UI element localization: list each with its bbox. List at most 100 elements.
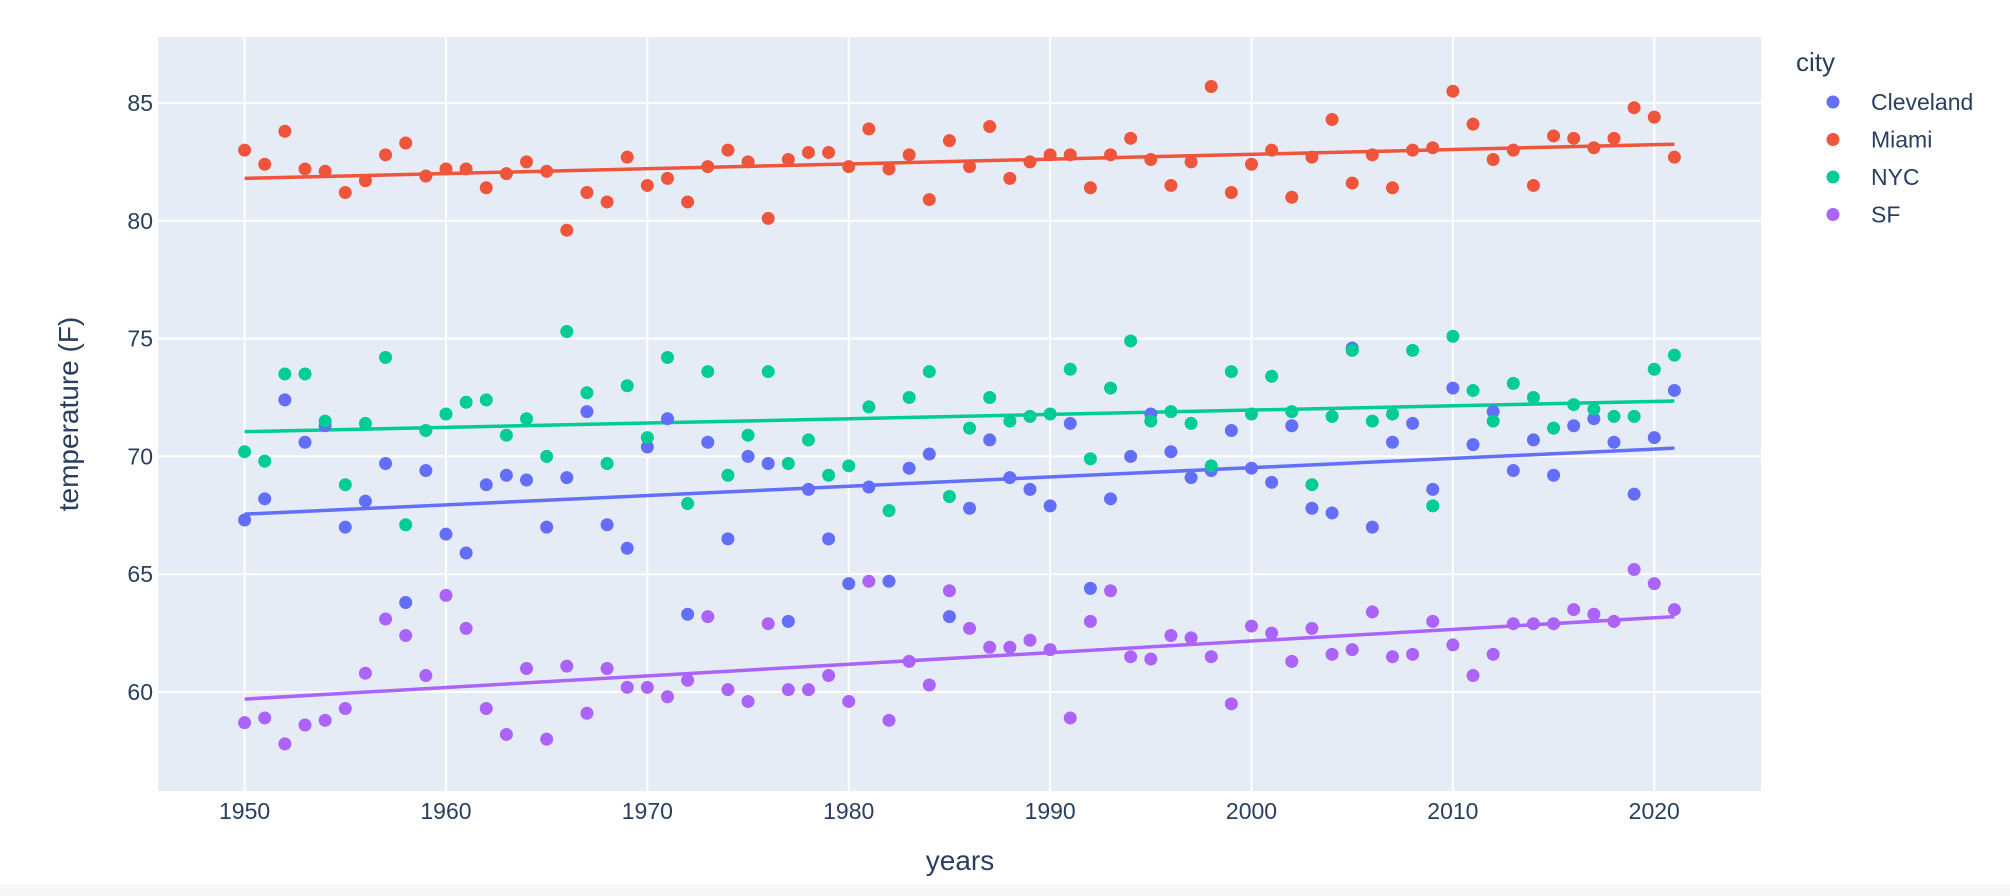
point-nyc xyxy=(822,468,836,482)
point-sf xyxy=(681,673,695,687)
legend-marker-nyc xyxy=(1826,170,1840,184)
y-tick-label: 85 xyxy=(127,90,153,116)
point-miami xyxy=(1144,153,1158,167)
point-sf xyxy=(1204,650,1218,664)
y-tick-label: 65 xyxy=(127,561,153,587)
point-cleveland xyxy=(1325,506,1339,520)
point-cleveland xyxy=(1104,492,1118,506)
point-nyc xyxy=(942,489,956,503)
point-nyc xyxy=(862,400,876,414)
point-miami xyxy=(1627,101,1641,115)
point-cleveland xyxy=(1466,438,1480,452)
point-sf xyxy=(1365,605,1379,619)
point-sf xyxy=(1224,697,1238,711)
point-nyc xyxy=(238,445,252,459)
point-sf xyxy=(620,680,634,694)
point-miami xyxy=(338,186,352,200)
point-miami xyxy=(1647,110,1661,124)
point-miami xyxy=(842,160,856,174)
point-miami xyxy=(761,211,775,225)
x-tick-label: 1970 xyxy=(622,798,673,824)
point-nyc xyxy=(902,391,916,405)
point-miami xyxy=(600,195,614,209)
point-miami xyxy=(1446,84,1460,98)
point-miami xyxy=(358,174,372,188)
point-cleveland xyxy=(1043,499,1057,513)
point-cleveland xyxy=(761,456,775,470)
point-nyc xyxy=(1325,409,1339,423)
point-cleveland xyxy=(1023,482,1037,496)
point-cleveland xyxy=(942,610,956,624)
point-miami xyxy=(1486,153,1500,167)
point-sf xyxy=(1184,631,1198,645)
point-nyc xyxy=(1486,414,1500,428)
point-miami xyxy=(1224,186,1238,200)
point-nyc xyxy=(1083,452,1097,466)
point-miami xyxy=(379,148,393,162)
point-cleveland xyxy=(1526,433,1540,447)
point-sf xyxy=(1083,614,1097,628)
point-cleveland xyxy=(520,473,534,487)
point-nyc xyxy=(640,431,654,445)
point-cleveland xyxy=(1184,471,1198,485)
point-cleveland xyxy=(1003,471,1017,485)
point-cleveland xyxy=(882,574,896,588)
point-nyc xyxy=(1003,414,1017,428)
point-miami xyxy=(721,143,735,157)
point-nyc xyxy=(520,412,534,426)
point-miami xyxy=(862,122,876,136)
point-nyc xyxy=(338,478,352,492)
point-nyc xyxy=(983,391,997,405)
point-miami xyxy=(298,162,312,176)
point-miami xyxy=(922,193,936,207)
point-miami xyxy=(1285,190,1299,204)
point-miami xyxy=(1023,155,1037,169)
point-cleveland xyxy=(1627,487,1641,501)
point-cleveland xyxy=(439,527,453,541)
point-nyc xyxy=(922,365,936,379)
point-nyc xyxy=(1104,381,1118,395)
point-sf xyxy=(238,716,252,730)
point-sf xyxy=(822,669,836,683)
point-cleveland xyxy=(1063,416,1077,430)
point-nyc xyxy=(278,367,292,381)
point-nyc xyxy=(1023,409,1037,423)
point-miami xyxy=(1547,129,1561,143)
point-miami xyxy=(1526,178,1540,192)
point-nyc xyxy=(1345,343,1359,357)
point-sf xyxy=(640,680,654,694)
point-nyc xyxy=(1265,369,1279,383)
point-miami xyxy=(1345,176,1359,190)
point-sf xyxy=(862,574,876,588)
point-sf xyxy=(1667,603,1681,617)
point-nyc xyxy=(1647,362,1661,376)
point-sf xyxy=(741,694,755,708)
point-sf xyxy=(1426,614,1440,628)
point-cleveland xyxy=(278,393,292,407)
point-miami xyxy=(1184,155,1198,169)
x-tick-label: 1950 xyxy=(219,798,270,824)
point-miami xyxy=(520,155,534,169)
point-miami xyxy=(781,153,795,167)
y-tick-label: 80 xyxy=(127,208,153,234)
point-cleveland xyxy=(741,449,755,463)
y-tick-label: 75 xyxy=(127,326,153,352)
point-sf xyxy=(1587,607,1601,621)
point-miami xyxy=(1406,143,1420,157)
bottom-strip xyxy=(0,884,2010,896)
point-miami xyxy=(540,164,554,178)
point-cleveland xyxy=(459,546,473,560)
point-nyc xyxy=(1466,383,1480,397)
point-cleveland xyxy=(842,577,856,591)
point-nyc xyxy=(721,468,735,482)
point-cleveland xyxy=(258,492,272,506)
point-sf xyxy=(439,588,453,602)
point-sf xyxy=(1305,621,1319,635)
point-cleveland xyxy=(701,435,715,449)
point-nyc xyxy=(963,421,977,435)
point-sf xyxy=(399,628,413,642)
point-miami xyxy=(1043,148,1057,162)
point-cleveland xyxy=(499,468,513,482)
legend-label-sf: SF xyxy=(1871,202,1900,228)
point-cleveland xyxy=(963,501,977,515)
